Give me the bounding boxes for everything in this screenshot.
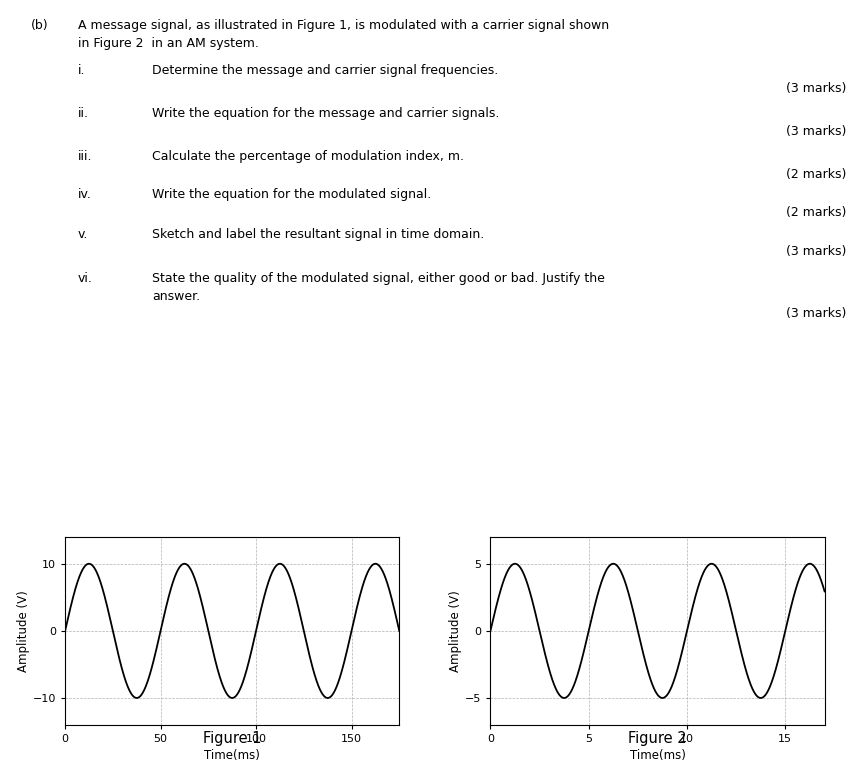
Text: answer.: answer. [152,290,200,303]
X-axis label: Time(ms): Time(ms) [204,749,260,762]
Text: (2 marks): (2 marks) [786,206,846,219]
Text: iii.: iii. [78,150,93,163]
Text: Figure 1: Figure 1 [203,730,262,746]
Text: Write the equation for the message and carrier signals.: Write the equation for the message and c… [152,107,499,120]
Text: Write the equation for the modulated signal.: Write the equation for the modulated sig… [152,188,431,201]
Text: A message signal, as illustrated in Figure 1, is modulated with a carrier signal: A message signal, as illustrated in Figu… [78,19,609,32]
Text: Calculate the percentage of modulation index, m.: Calculate the percentage of modulation i… [152,150,464,163]
X-axis label: Time(ms): Time(ms) [629,749,686,762]
Text: Determine the message and carrier signal frequencies.: Determine the message and carrier signal… [152,64,498,77]
Text: v.: v. [78,228,89,241]
Text: (3 marks): (3 marks) [786,125,846,138]
Text: (3 marks): (3 marks) [786,245,846,258]
Text: ii.: ii. [78,107,89,120]
Text: (b): (b) [30,19,48,32]
Text: iv.: iv. [78,188,92,201]
Text: (3 marks): (3 marks) [786,307,846,320]
Y-axis label: Amplitude (V): Amplitude (V) [450,590,463,672]
Text: i.: i. [78,64,86,77]
Text: in Figure 2  in an AM system.: in Figure 2 in an AM system. [78,37,259,50]
Text: State the quality of the modulated signal, either good or bad. Justify the: State the quality of the modulated signa… [152,272,605,285]
Text: (3 marks): (3 marks) [786,82,846,95]
Text: Sketch and label the resultant signal in time domain.: Sketch and label the resultant signal in… [152,228,484,241]
Text: vi.: vi. [78,272,93,285]
Text: Figure 2: Figure 2 [628,730,687,746]
Text: (2 marks): (2 marks) [786,168,846,181]
Y-axis label: Amplitude (V): Amplitude (V) [16,590,30,672]
